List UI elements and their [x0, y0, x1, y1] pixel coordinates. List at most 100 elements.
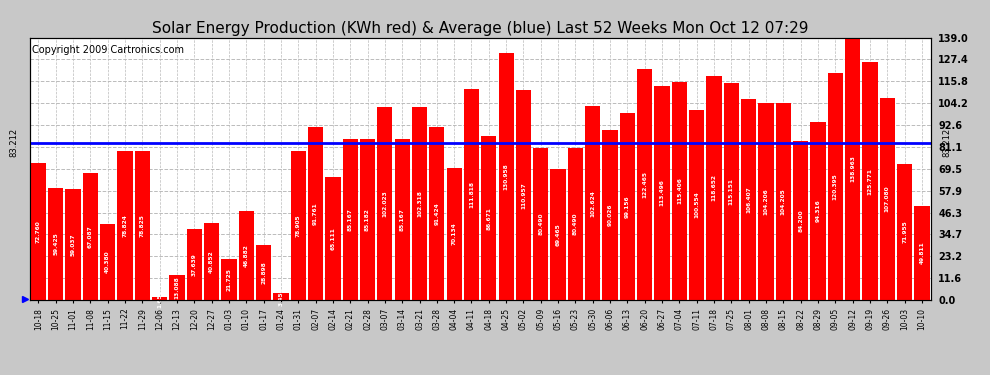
Bar: [620, 113, 635, 300]
Bar: [135, 151, 149, 300]
Bar: [638, 69, 652, 300]
Bar: [897, 164, 912, 300]
Bar: [568, 148, 583, 300]
Text: 72.760: 72.760: [36, 220, 41, 243]
Text: 65.111: 65.111: [331, 227, 336, 250]
Bar: [169, 275, 184, 300]
Text: 46.882: 46.882: [244, 244, 248, 267]
Text: 138.963: 138.963: [850, 155, 855, 182]
Bar: [828, 73, 842, 300]
Bar: [377, 107, 392, 300]
Text: 106.407: 106.407: [746, 186, 751, 213]
Bar: [915, 206, 930, 300]
Bar: [811, 122, 826, 300]
Text: 107.080: 107.080: [885, 186, 890, 212]
Text: 100.554: 100.554: [694, 192, 699, 218]
Bar: [481, 136, 496, 300]
Bar: [776, 103, 791, 300]
Bar: [152, 297, 167, 300]
Bar: [360, 139, 375, 300]
Text: 78.824: 78.824: [123, 214, 128, 237]
Bar: [724, 82, 739, 300]
Text: 69.465: 69.465: [555, 223, 560, 246]
Text: 122.465: 122.465: [643, 171, 647, 198]
Text: 86.671: 86.671: [486, 207, 491, 230]
Text: 115.151: 115.151: [729, 178, 734, 205]
Bar: [845, 38, 860, 300]
Text: 78.825: 78.825: [140, 214, 145, 237]
Text: 110.957: 110.957: [521, 182, 526, 209]
Bar: [534, 148, 548, 300]
Text: 59.037: 59.037: [70, 233, 75, 256]
Text: 84.200: 84.200: [798, 209, 803, 232]
Bar: [273, 294, 288, 300]
Bar: [187, 229, 202, 300]
Text: 78.905: 78.905: [296, 214, 301, 237]
Bar: [343, 139, 357, 300]
Text: 102.023: 102.023: [382, 190, 387, 217]
Text: 90.026: 90.026: [608, 204, 613, 226]
Text: 85.167: 85.167: [347, 208, 352, 231]
Bar: [464, 89, 479, 300]
Bar: [395, 139, 410, 300]
Text: 111.818: 111.818: [469, 181, 474, 208]
Bar: [446, 168, 461, 300]
Text: 37.639: 37.639: [192, 253, 197, 276]
Text: 85.167: 85.167: [400, 208, 405, 231]
Bar: [83, 173, 98, 300]
Text: 49.811: 49.811: [920, 242, 925, 264]
Bar: [204, 223, 219, 300]
Bar: [707, 76, 722, 300]
Text: 104.205: 104.205: [781, 188, 786, 215]
Bar: [516, 90, 531, 300]
Bar: [672, 82, 687, 300]
Text: 130.958: 130.958: [504, 163, 509, 190]
Text: 70.134: 70.134: [451, 222, 456, 245]
Bar: [239, 211, 253, 300]
Text: 91.424: 91.424: [435, 202, 440, 225]
Bar: [256, 245, 271, 300]
Text: 120.395: 120.395: [833, 173, 838, 200]
Bar: [222, 259, 237, 300]
Text: 102.318: 102.318: [417, 190, 422, 217]
Bar: [654, 86, 669, 300]
Text: 113.496: 113.496: [659, 179, 664, 206]
Bar: [291, 151, 306, 300]
Bar: [603, 130, 618, 300]
Text: 99.156: 99.156: [625, 195, 630, 217]
Bar: [499, 53, 514, 300]
Text: 71.955: 71.955: [902, 220, 907, 243]
Bar: [550, 169, 565, 300]
Bar: [308, 127, 323, 300]
Bar: [430, 128, 445, 300]
Text: 118.652: 118.652: [712, 174, 717, 201]
Title: Solar Energy Production (KWh red) & Average (blue) Last 52 Weeks Mon Oct 12 07:2: Solar Energy Production (KWh red) & Aver…: [151, 21, 809, 36]
Bar: [49, 188, 63, 300]
Text: 13.088: 13.088: [174, 276, 179, 299]
Bar: [585, 106, 600, 300]
Bar: [689, 110, 704, 300]
Text: 40.852: 40.852: [209, 250, 214, 273]
Text: 125.771: 125.771: [867, 168, 872, 195]
Text: 115.406: 115.406: [677, 178, 682, 204]
Text: 80.490: 80.490: [573, 213, 578, 235]
Bar: [326, 177, 341, 300]
Bar: [118, 151, 133, 300]
Text: 83.212: 83.212: [942, 128, 951, 158]
Bar: [793, 141, 808, 300]
Bar: [100, 224, 115, 300]
Text: 28.898: 28.898: [261, 261, 266, 284]
Bar: [742, 99, 756, 300]
Text: 59.425: 59.425: [53, 232, 58, 255]
Text: 21.725: 21.725: [227, 268, 232, 291]
Text: Copyright 2009 Cartronics.com: Copyright 2009 Cartronics.com: [33, 45, 184, 56]
Text: 91.761: 91.761: [313, 202, 318, 225]
Text: 3.450: 3.450: [278, 287, 283, 306]
Bar: [65, 189, 80, 300]
Text: 80.490: 80.490: [539, 213, 544, 235]
Bar: [758, 103, 773, 300]
Bar: [862, 63, 877, 300]
Text: 94.316: 94.316: [816, 200, 821, 222]
Text: 1.650: 1.650: [157, 289, 162, 308]
Bar: [31, 163, 46, 300]
